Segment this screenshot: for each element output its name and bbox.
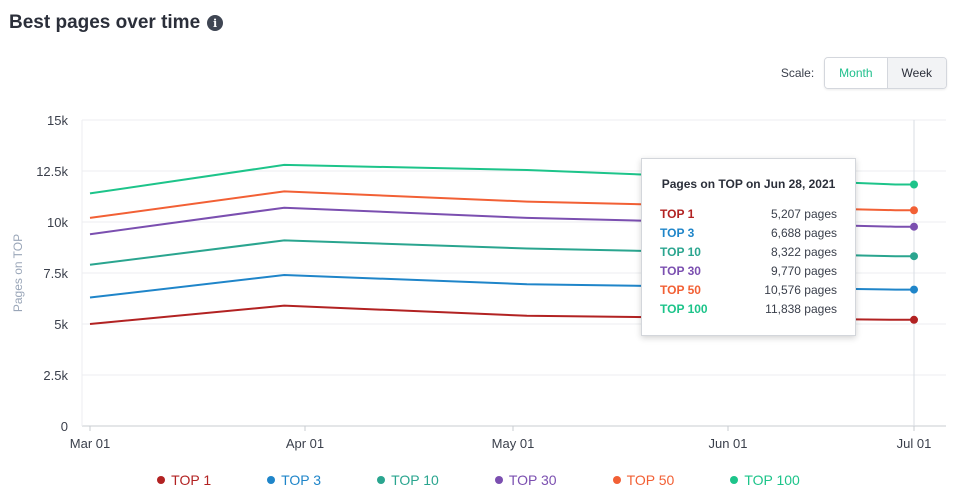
- tooltip-series-name: TOP 3: [660, 226, 695, 240]
- page-title: Best pages over time i: [9, 12, 224, 34]
- scale-week-button[interactable]: Week: [886, 58, 946, 88]
- chart-legend: TOP 1 TOP 3 TOP 10 TOP 30 TOP 50 TOP 100: [0, 472, 957, 488]
- tooltip-rows: TOP 1 5,207 pages TOP 3 6,688 pages TOP 10 8,…: [660, 207, 837, 321]
- legend-label: TOP 100: [744, 472, 800, 488]
- tooltip-row: TOP 1 5,207 pages: [660, 207, 837, 226]
- series-point-top-50[interactable]: [910, 206, 918, 215]
- legend-label: TOP 50: [626, 472, 675, 488]
- legend-item-top-100[interactable]: TOP 100: [730, 472, 800, 488]
- tooltip-series-name: TOP 30: [660, 264, 701, 278]
- series-point-top-30[interactable]: [910, 222, 918, 231]
- series-line-top-100: [89, 163, 914, 195]
- y-axis-label: Pages on TOP: [11, 234, 25, 312]
- legend-item-top-30[interactable]: TOP 30: [494, 472, 557, 488]
- y-tick-label: 2.5k: [43, 368, 68, 383]
- tooltip-series-name: TOP 50: [660, 283, 701, 297]
- series-point-top-100[interactable]: [910, 180, 918, 189]
- legend-item-top-10[interactable]: TOP 10: [377, 472, 439, 488]
- line-chart: 0 2.5k 5k 7.5k 10k 12.5k 15k Mar 01 Apr 01 May 0…: [11, 113, 946, 451]
- tooltip-row: TOP 30 9,770 pages: [660, 264, 837, 283]
- tooltip-row: TOP 100 11,838 pages: [660, 302, 837, 321]
- title-text: Best pages over time: [9, 12, 201, 33]
- info-icon[interactable]: i: [207, 15, 224, 31]
- tooltip-series-value: 10,576 pages: [764, 283, 837, 297]
- legend-item-top-50[interactable]: TOP 50: [612, 472, 675, 488]
- chart-series: [89, 163, 914, 325]
- x-tick-label: Mar 01: [70, 436, 110, 451]
- legend-item-top-3[interactable]: TOP 3: [267, 472, 321, 488]
- tooltip-series-name: TOP 10: [660, 245, 701, 259]
- series-point-top-10[interactable]: [910, 252, 918, 261]
- y-tick-label: 12.5k: [36, 164, 68, 179]
- legend-dot-icon: [730, 476, 739, 484]
- x-tick-label: Apr 01: [286, 436, 324, 451]
- legend-label: TOP 30: [508, 472, 557, 488]
- tooltip-series-value: 11,838 pages: [765, 302, 837, 316]
- legend-label: TOP 1: [171, 472, 212, 488]
- legend-label: TOP 3: [281, 472, 322, 488]
- series-line-top-50: [89, 190, 914, 219]
- series-line-top-1: [89, 304, 914, 325]
- legend-label: TOP 10: [391, 472, 439, 488]
- y-tick-label: 0: [61, 419, 68, 434]
- tooltip-series-value: 5,207 pages: [770, 207, 837, 221]
- series-line-top-3: [89, 273, 914, 299]
- scale-month-button[interactable]: Month: [825, 58, 887, 88]
- scale-control: Scale: Month Week: [781, 57, 947, 89]
- x-tick-label: May 01: [492, 436, 535, 451]
- tooltip-series-name: TOP 1: [660, 207, 695, 221]
- legend-dot-icon: [267, 476, 276, 484]
- tooltip-row: TOP 10 8,322 pages: [660, 245, 837, 264]
- series-line-top-30: [89, 206, 914, 236]
- tooltip-series-value: 9,770 pages: [770, 264, 837, 278]
- y-tick-label: 7.5k: [43, 266, 68, 281]
- x-tick-label: Jun 01: [708, 436, 747, 451]
- legend-dot-icon: [612, 476, 621, 484]
- series-line-top-10: [89, 239, 914, 266]
- legend-dot-icon: [494, 476, 503, 484]
- y-axis: 0 2.5k 5k 7.5k 10k 12.5k 15k: [36, 113, 68, 434]
- x-axis: Mar 01 Apr 01 May 01 Jun 01 Jul 01: [70, 426, 932, 451]
- y-tick-label: 10k: [47, 215, 68, 230]
- y-tick-label: 5k: [54, 317, 68, 332]
- tooltip-row: TOP 3 6,688 pages: [660, 226, 837, 245]
- series-point-top-1[interactable]: [910, 315, 918, 324]
- scale-toggle: Month Week: [824, 57, 947, 89]
- legend-dot-icon: [157, 476, 166, 484]
- tooltip-row: TOP 50 10,576 pages: [660, 283, 837, 302]
- tooltip-series-value: 6,688 pages: [770, 226, 837, 240]
- series-point-top-3[interactable]: [910, 285, 918, 294]
- y-tick-label: 15k: [47, 113, 68, 128]
- tooltip-series-value: 8,322 pages: [770, 245, 837, 259]
- tooltip-series-name: TOP 100: [660, 302, 708, 316]
- tooltip-title: Pages on TOP on Jun 28, 2021: [661, 177, 836, 191]
- chart-points: [910, 180, 918, 324]
- legend-item-top-1[interactable]: TOP 1: [157, 472, 211, 488]
- chart-tooltip: Pages on TOP on Jun 28, 2021 TOP 1 5,207 …: [641, 158, 856, 336]
- legend-dot-icon: [377, 476, 386, 484]
- x-tick-label: Jul 01: [897, 436, 932, 451]
- scale-label: Scale:: [780, 66, 815, 80]
